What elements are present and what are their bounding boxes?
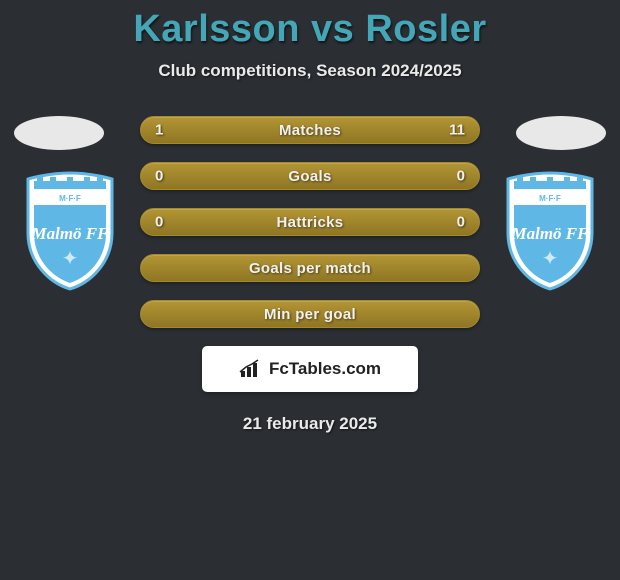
svg-text:Malmö FF: Malmö FF	[511, 224, 590, 243]
bar-chart-icon	[239, 359, 265, 379]
stat-value-right: 11	[449, 122, 465, 139]
svg-text:Malmö FF: Malmö FF	[31, 224, 110, 243]
svg-text:✦: ✦	[542, 248, 559, 270]
stat-row-goals: 0 Goals 0	[140, 162, 480, 190]
stat-label: Matches	[279, 122, 341, 139]
stat-row-min-per-goal: Min per goal	[140, 300, 480, 328]
attribution-box[interactable]: FcTables.com	[202, 346, 418, 392]
stat-value-right: 0	[457, 214, 465, 231]
svg-text:M·F·F: M·F·F	[539, 194, 561, 203]
stat-row-goals-per-match: Goals per match	[140, 254, 480, 282]
comparison-panel: M·F·F Malmö FF ✦ M·F·F Malmö FF ✦ 1 Matc…	[0, 116, 620, 434]
stat-label: Hattricks	[277, 214, 344, 231]
svg-text:M·F·F: M·F·F	[59, 194, 81, 203]
stat-row-hattricks: 0 Hattricks 0	[140, 208, 480, 236]
subtitle: Club competitions, Season 2024/2025	[0, 61, 620, 81]
stat-rows: 1 Matches 11 0 Goals 0 0 Hattricks 0 Goa…	[140, 116, 480, 328]
stat-label: Min per goal	[264, 306, 356, 323]
page-title: Karlsson vs Rosler	[0, 0, 620, 51]
stat-label: Goals per match	[249, 260, 371, 277]
attribution-text: FcTables.com	[269, 359, 381, 379]
malmo-crest-icon: M·F·F Malmö FF ✦	[20, 171, 120, 291]
stat-label: Goals	[288, 168, 331, 185]
date-text: 21 february 2025	[0, 414, 620, 434]
stat-value-left: 1	[155, 122, 163, 139]
stat-value-left: 0	[155, 214, 163, 231]
stat-value-right: 0	[457, 168, 465, 185]
attribution-logo: FcTables.com	[239, 359, 381, 379]
malmo-crest-icon: M·F·F Malmö FF ✦	[500, 171, 600, 291]
club-crest-right: M·F·F Malmö FF ✦	[500, 171, 600, 291]
stat-value-left: 0	[155, 168, 163, 185]
player-silhouette-right	[516, 116, 606, 150]
player-silhouette-left	[14, 116, 104, 150]
club-crest-left: M·F·F Malmö FF ✦	[20, 171, 120, 291]
stat-row-matches: 1 Matches 11	[140, 116, 480, 144]
svg-text:✦: ✦	[62, 248, 79, 270]
